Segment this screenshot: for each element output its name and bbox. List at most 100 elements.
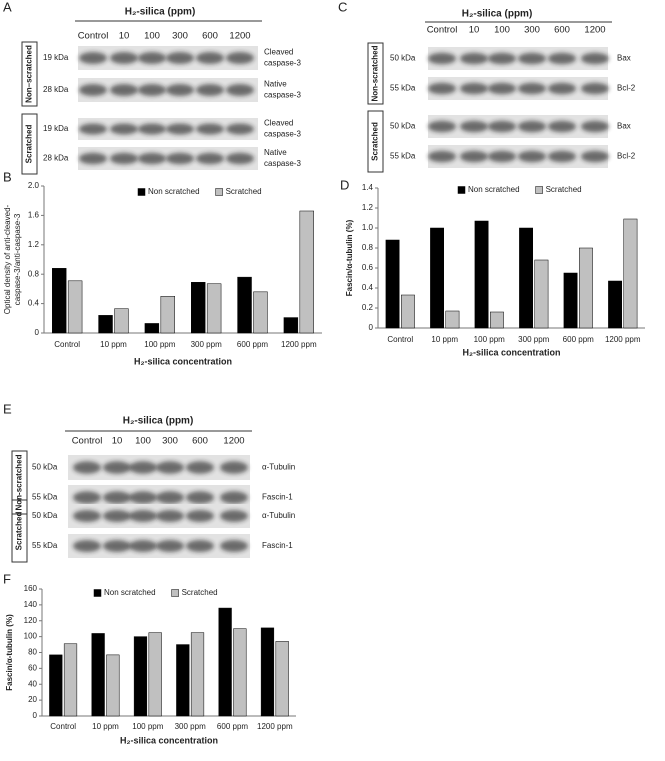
band	[548, 82, 576, 95]
panel-letter: E	[3, 401, 12, 416]
y-tick-label: 1.2	[28, 240, 40, 249]
band	[166, 152, 194, 165]
legend-swatch	[457, 186, 466, 194]
panel-letter: B	[3, 169, 12, 184]
protein-label: α-Tubulin	[262, 511, 295, 520]
bar	[91, 633, 105, 717]
panel-letter: D	[340, 177, 349, 192]
band	[129, 540, 157, 552]
size-label: 19 kDa	[43, 124, 69, 133]
lane-label: 300	[172, 31, 188, 42]
band	[110, 84, 138, 96]
x-tick-label: 100 ppm	[144, 340, 175, 349]
size-label: 50 kDa	[32, 463, 58, 472]
lane-label: 300	[524, 25, 540, 36]
protein-label: Cleaved	[264, 48, 293, 57]
group-label: Non–scratched	[25, 45, 34, 103]
x-tick-label: Control	[50, 722, 76, 731]
bar	[283, 317, 299, 334]
band	[220, 510, 248, 522]
lane-label: Control	[78, 31, 109, 42]
bar	[98, 315, 113, 334]
bar	[490, 311, 504, 329]
x-tick-label: 100 ppm	[474, 335, 505, 344]
band	[196, 84, 224, 96]
band	[488, 120, 516, 133]
band	[129, 461, 157, 474]
bar	[563, 272, 578, 329]
bar	[160, 296, 175, 334]
band	[196, 123, 224, 135]
protein-label: Native	[264, 80, 287, 89]
size-label: 28 kDa	[43, 154, 69, 163]
panel-letter: A	[3, 0, 12, 14]
group-box	[21, 41, 38, 107]
band	[166, 84, 194, 96]
band	[156, 510, 184, 522]
y-tick-label: 160	[24, 584, 38, 593]
x-tick-label: 10 ppm	[100, 340, 127, 349]
x-tick-label: 1200 ppm	[605, 335, 641, 344]
band	[428, 150, 456, 163]
band	[186, 540, 214, 552]
band	[518, 120, 546, 133]
legend-label: Scratched	[226, 187, 262, 196]
bar	[237, 276, 252, 334]
protein-label: caspase-3	[264, 130, 301, 139]
lane-label: Control	[72, 436, 103, 447]
y-tick-label: 40	[28, 679, 37, 688]
size-label: 55 kDa	[390, 84, 416, 93]
protein-label: Native	[264, 148, 287, 157]
band	[166, 52, 194, 64]
lane-label: 100	[135, 436, 151, 447]
band	[226, 152, 254, 165]
band	[428, 52, 456, 65]
bar	[401, 294, 415, 329]
y-tick-label: 60	[28, 663, 37, 672]
protein-label: Bax	[617, 54, 631, 63]
band	[548, 150, 576, 163]
group-box	[11, 450, 28, 515]
band	[73, 461, 101, 474]
x-axis-label: H₂-silica concentration	[462, 347, 560, 357]
band	[460, 150, 488, 163]
y-tick-label: 1.2	[362, 203, 374, 212]
y-tick-label: 0.4	[28, 299, 40, 308]
band	[110, 152, 138, 165]
bar	[534, 259, 549, 329]
y-tick-label: 2.0	[28, 181, 40, 190]
legend-label: Non scratched	[104, 588, 156, 597]
band	[460, 82, 488, 95]
y-tick-label: 0.6	[362, 263, 374, 272]
bar	[579, 247, 593, 329]
band	[488, 150, 516, 163]
x-tick-label: 300 ppm	[191, 340, 222, 349]
band	[226, 84, 254, 96]
x-tick-label: 10 ppm	[92, 722, 119, 731]
legend-label: Scratched	[546, 185, 582, 194]
x-tick-label: 300 ppm	[175, 722, 206, 731]
band	[488, 52, 516, 65]
group-box	[367, 110, 384, 173]
band	[138, 123, 166, 135]
band	[548, 120, 576, 133]
x-axis-label: H₂-silica concentration	[120, 735, 218, 745]
blot-header: H₂-silica (ppm)	[462, 9, 533, 20]
band	[581, 150, 609, 163]
band	[156, 491, 184, 504]
y-tick-label: 0.2	[362, 303, 374, 312]
legend-label: Non scratched	[148, 187, 200, 196]
band	[548, 52, 576, 65]
bar	[299, 210, 314, 334]
protein-label: Fascin-1	[262, 493, 293, 502]
protein-label: Fascin-1	[262, 541, 293, 550]
legend-swatch	[215, 188, 223, 196]
protein-label: caspase-3	[264, 59, 301, 68]
bar	[430, 227, 444, 329]
lane-label: 300	[162, 436, 178, 447]
x-tick-label: 10 ppm	[431, 335, 458, 344]
band	[73, 510, 101, 522]
group-label: Scratched	[371, 122, 380, 161]
band	[220, 461, 248, 474]
